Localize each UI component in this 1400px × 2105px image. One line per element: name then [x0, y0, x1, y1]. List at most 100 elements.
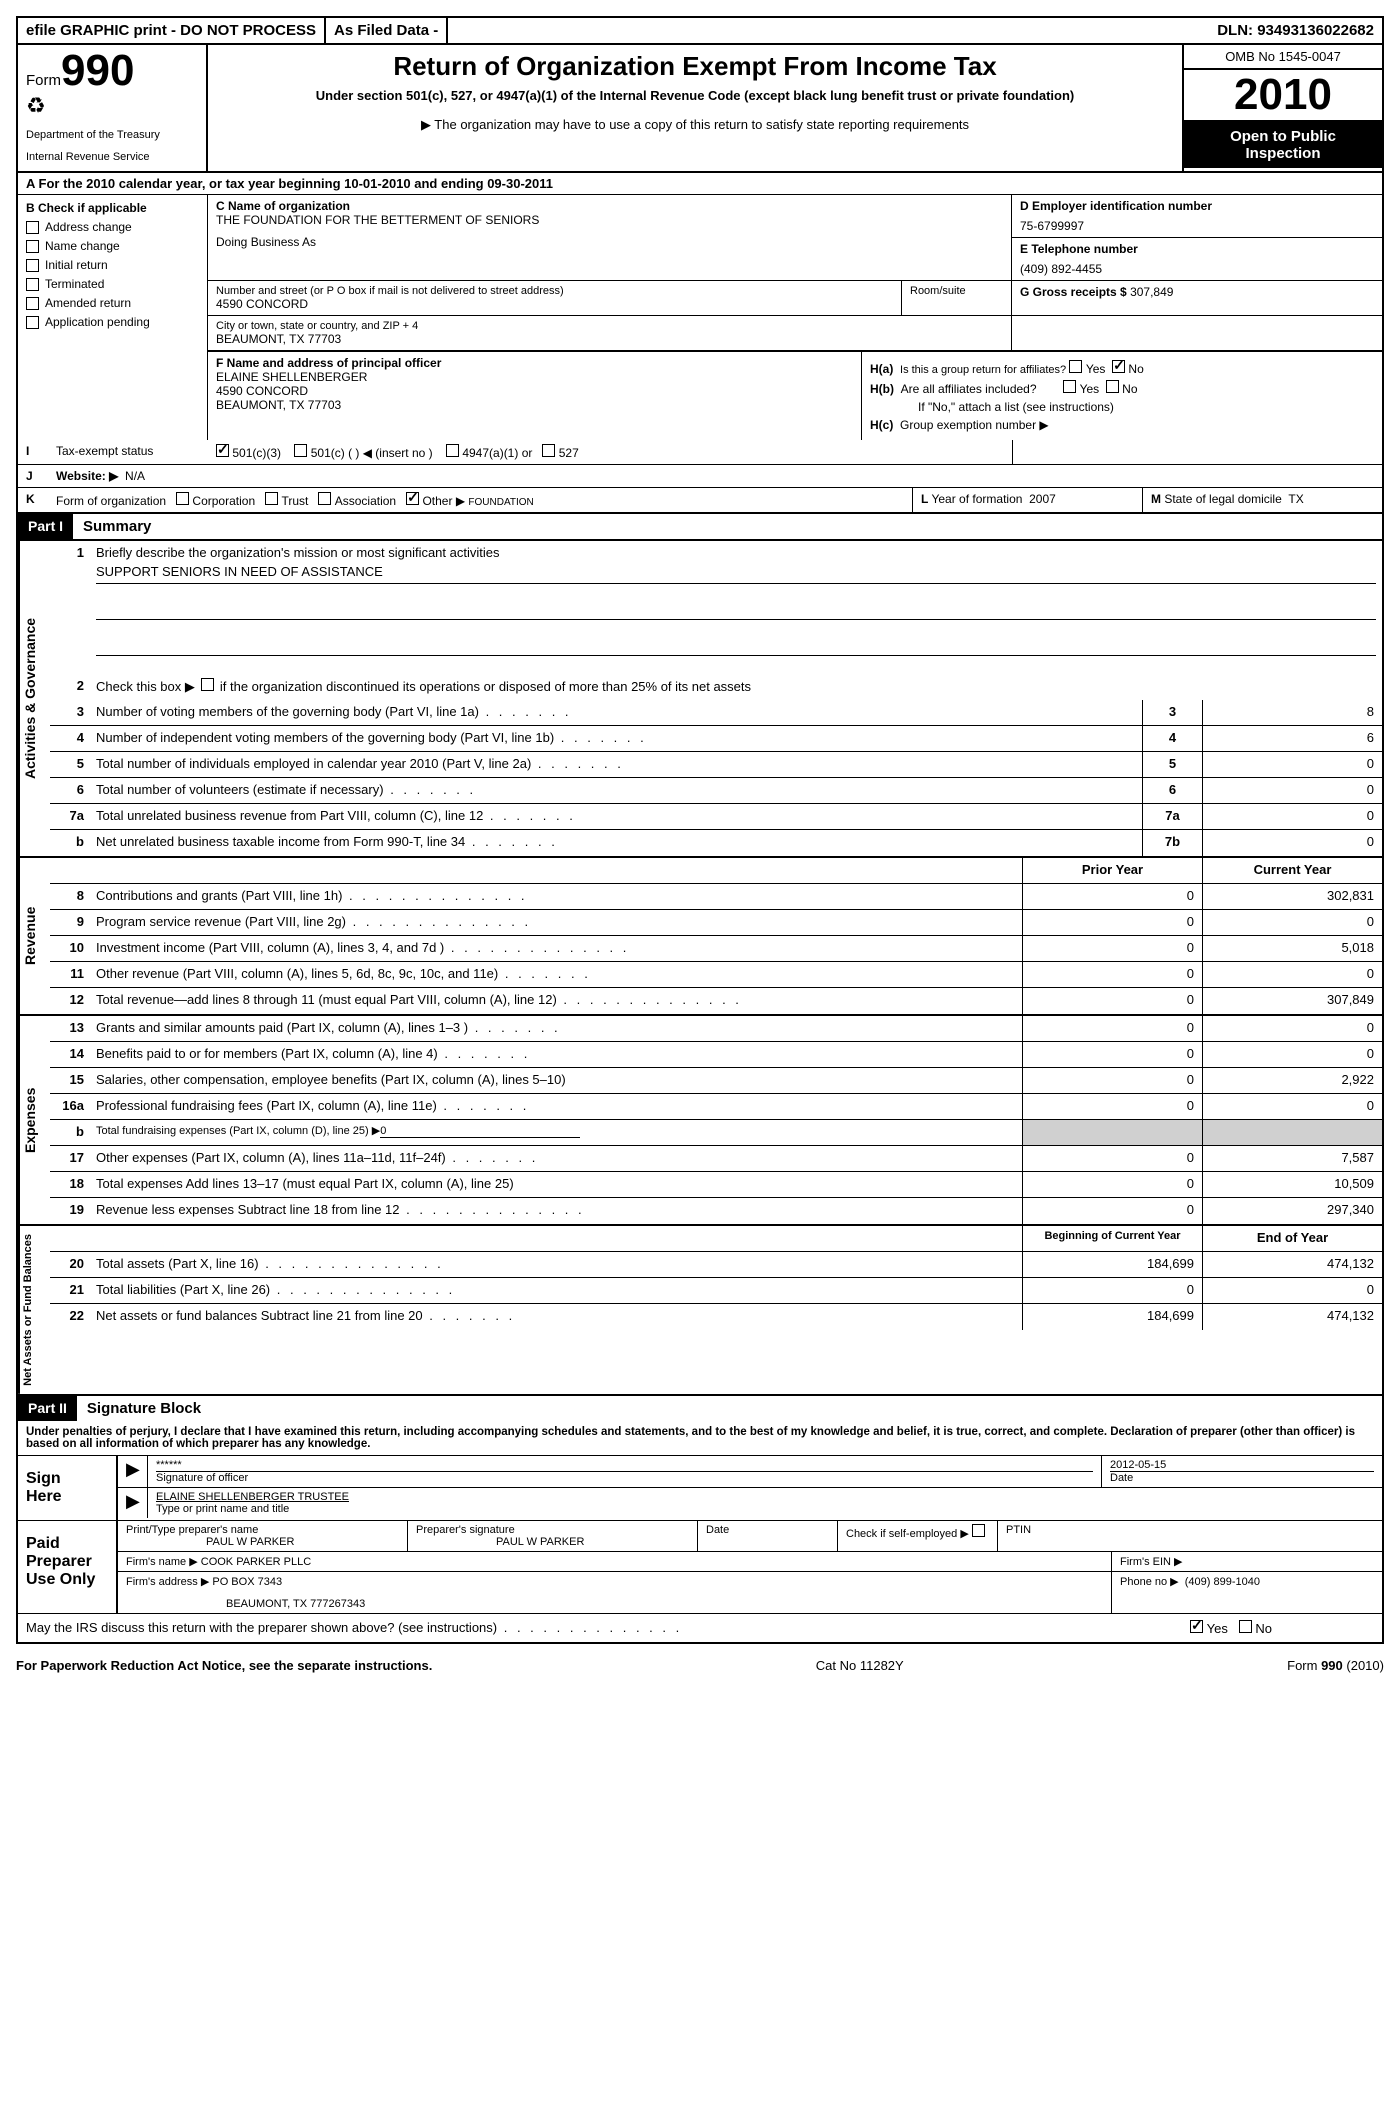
part-i-header: Part I Summary — [16, 514, 1384, 541]
checkbox-association[interactable] — [318, 492, 331, 505]
footer-paperwork: For Paperwork Reduction Act Notice, see … — [16, 1658, 432, 1673]
perjury-statement: Under penalties of perjury, I declare th… — [16, 1421, 1384, 1456]
form-title: Return of Organization Exempt From Incom… — [220, 51, 1170, 82]
checkbox-ha-no[interactable] — [1112, 360, 1125, 373]
discuss-with-preparer: May the IRS discuss this return with the… — [18, 1614, 1182, 1642]
checkbox-name-change[interactable] — [26, 240, 39, 253]
officer-print-name: ELAINE SHELLENBERGER TRUSTEE — [156, 1491, 1374, 1503]
line-12-current: 307,849 — [1202, 988, 1382, 1014]
firm-name: COOK PARKER PLLC — [201, 1556, 311, 1568]
firm-addr1: PO BOX 7343 — [212, 1576, 282, 1588]
checkbox-discuss-yes[interactable] — [1190, 1620, 1203, 1633]
form-990-page: efile GRAPHIC print - DO NOT PROCESS As … — [16, 16, 1384, 1673]
line-7b-value: 0 — [1202, 830, 1382, 856]
line-7a-value: 0 — [1202, 804, 1382, 829]
checkbox-terminated[interactable] — [26, 278, 39, 291]
checkbox-discuss-no[interactable] — [1239, 1620, 1252, 1633]
dba-label: Doing Business As — [216, 235, 1003, 249]
header-right: OMB No 1545-0047 2010 Open to Public Ins… — [1182, 45, 1382, 171]
row-k-form-org: K Form of organization Corporation Trust… — [16, 488, 1384, 514]
checkbox-4947[interactable] — [446, 444, 459, 457]
mission-text: SUPPORT SENIORS IN NEED OF ASSISTANCE — [96, 562, 1376, 584]
row-j-website: J Website: ▶ N/A — [16, 465, 1384, 488]
checkbox-app-pending[interactable] — [26, 316, 39, 329]
line-3-value: 8 — [1202, 700, 1382, 725]
page-footer: For Paperwork Reduction Act Notice, see … — [16, 1644, 1384, 1673]
recycle-icon: ♻ — [26, 93, 198, 119]
line-16b-value: 0 — [380, 1125, 580, 1138]
paid-preparer-label: Paid Preparer Use Only — [18, 1521, 118, 1613]
section-bcd: B Check if applicable Address change Nam… — [16, 195, 1384, 440]
checkbox-ha-yes[interactable] — [1069, 360, 1082, 373]
dept-irs: Internal Revenue Service — [26, 151, 198, 163]
sidelabel-net-assets: Net Assets or Fund Balances — [18, 1226, 50, 1394]
line-17-current: 7,587 — [1202, 1146, 1382, 1171]
checkbox-527[interactable] — [542, 444, 555, 457]
line-5-value: 0 — [1202, 752, 1382, 777]
line-19-current: 297,340 — [1202, 1198, 1382, 1224]
checkbox-self-employed[interactable] — [972, 1524, 985, 1537]
header-left: Form 990 ♻ Department of the Treasury In… — [18, 45, 208, 171]
city-state-zip: BEAUMONT, TX 77703 — [216, 332, 1003, 346]
line-21-end: 0 — [1202, 1278, 1382, 1303]
checkbox-trust[interactable] — [265, 492, 278, 505]
form-number: 990 — [61, 49, 134, 93]
line-14-current: 0 — [1202, 1042, 1382, 1067]
website-value: N/A — [125, 469, 145, 483]
line-22-begin: 184,699 — [1022, 1304, 1202, 1330]
form-header: Form 990 ♻ Department of the Treasury In… — [16, 45, 1384, 173]
checkbox-discontinued[interactable] — [201, 678, 214, 691]
topbar: efile GRAPHIC print - DO NOT PROCESS As … — [16, 16, 1384, 45]
footer-catno: Cat No 11282Y — [816, 1658, 904, 1673]
officer-addr1: 4590 CONCORD — [216, 384, 853, 398]
line-15-current: 2,922 — [1202, 1068, 1382, 1093]
header-mid: Return of Organization Exempt From Incom… — [208, 45, 1182, 171]
dln-cell: DLN: 93493136022682 — [448, 18, 1382, 43]
firm-addr2: BEAUMONT, TX 777267343 — [126, 1588, 1103, 1610]
section-expenses: Expenses 13Grants and similar amounts pa… — [16, 1016, 1384, 1226]
signature-date: 2012-05-15 — [1110, 1459, 1374, 1471]
tax-year: 2010 — [1184, 70, 1382, 122]
form-word: Form — [26, 72, 61, 89]
sign-here-label: Sign Here — [18, 1456, 118, 1520]
preparer-name: PAUL W PARKER — [126, 1536, 399, 1548]
checkbox-501c[interactable] — [294, 444, 307, 457]
form-subtitle: Under section 501(c), 527, or 4947(a)(1)… — [220, 88, 1170, 103]
officer-addr2: BEAUMONT, TX 77703 — [216, 398, 853, 412]
line-10-current: 5,018 — [1202, 936, 1382, 961]
line-18-current: 10,509 — [1202, 1172, 1382, 1197]
gross-receipts: 307,849 — [1130, 285, 1173, 299]
ein: 75-6799997 — [1020, 213, 1374, 233]
checkbox-other[interactable] — [406, 492, 419, 505]
row-i-tax-status: I Tax-exempt status 501(c)(3) 501(c) ( )… — [16, 440, 1384, 465]
street-address: 4590 CONCORD — [216, 297, 893, 311]
form-note: ▶ The organization may have to use a cop… — [220, 117, 1170, 133]
checkbox-hb-yes[interactable] — [1063, 380, 1076, 393]
section-activities-governance: Activities & Governance 1 Briefly descri… — [16, 541, 1384, 858]
row-a-tax-year: A For the 2010 calendar year, or tax yea… — [16, 173, 1384, 195]
line-22-end: 474,132 — [1202, 1304, 1382, 1330]
sidelabel-governance: Activities & Governance — [18, 541, 50, 856]
checkbox-address-change[interactable] — [26, 221, 39, 234]
line-20-begin: 184,699 — [1022, 1252, 1202, 1277]
sidelabel-expenses: Expenses — [18, 1016, 50, 1224]
col-c-org-info: C Name of organization THE FOUNDATION FO… — [208, 195, 1382, 440]
checkbox-initial-return[interactable] — [26, 259, 39, 272]
line-20-end: 474,132 — [1202, 1252, 1382, 1277]
checkbox-amended[interactable] — [26, 297, 39, 310]
officer-name: ELAINE SHELLENBERGER — [216, 370, 853, 384]
org-name: THE FOUNDATION FOR THE BETTERMENT OF SEN… — [216, 213, 1003, 227]
checkbox-hb-no[interactable] — [1106, 380, 1119, 393]
preparer-signature: PAUL W PARKER — [416, 1536, 689, 1548]
line-21-begin: 0 — [1022, 1278, 1202, 1303]
checkbox-501c3[interactable] — [216, 444, 229, 457]
line-8-current: 302,831 — [1202, 884, 1382, 909]
preparer-phone: (409) 899-1040 — [1185, 1576, 1260, 1588]
col-b-checkboxes: B Check if applicable Address change Nam… — [18, 195, 208, 440]
checkbox-corporation[interactable] — [176, 492, 189, 505]
line-4-value: 6 — [1202, 726, 1382, 751]
telephone: (409) 892-4455 — [1020, 256, 1374, 276]
line-11-current: 0 — [1202, 962, 1382, 987]
year-formation: 2007 — [1029, 492, 1056, 506]
line-13-current: 0 — [1202, 1016, 1382, 1041]
